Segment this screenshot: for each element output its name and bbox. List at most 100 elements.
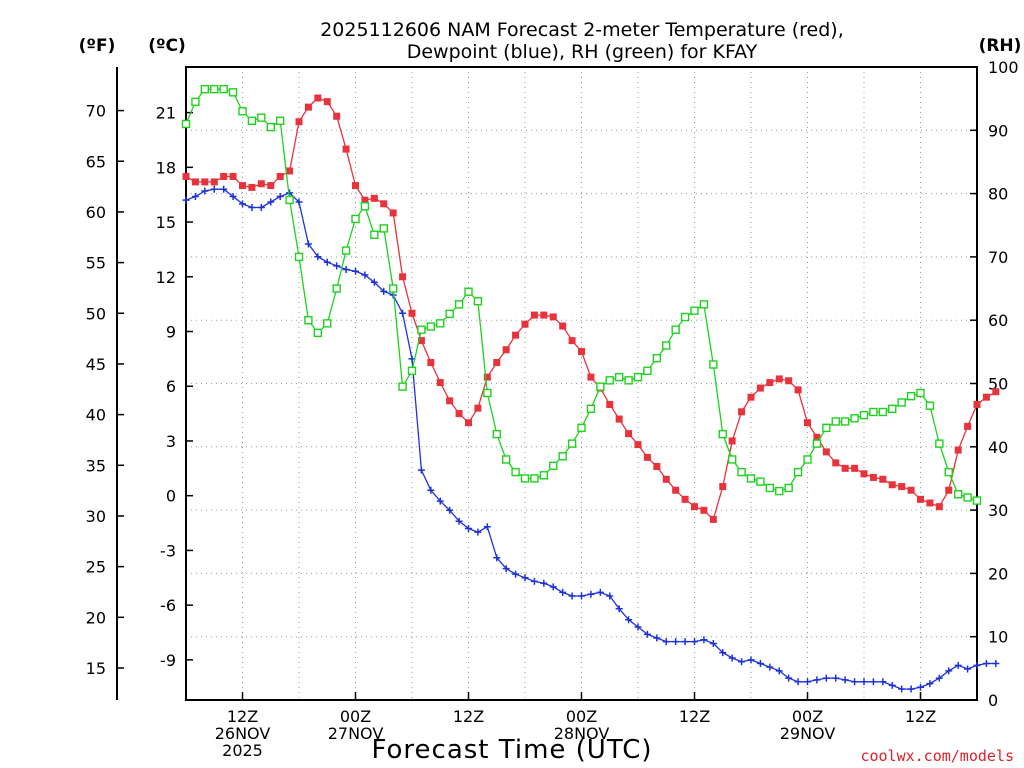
temperature-point xyxy=(719,483,727,491)
rh-point xyxy=(586,404,596,414)
dewpoint-point xyxy=(530,577,538,585)
rh-point xyxy=(426,322,436,331)
dewpoint-point xyxy=(587,590,595,598)
dewpoint-point xyxy=(512,570,520,578)
rh-point xyxy=(662,341,671,350)
celsius-tick-label: 21 xyxy=(156,104,176,123)
temperature-point xyxy=(399,273,407,281)
rh-point xyxy=(737,467,746,477)
fahrenheit-tick-label: 70 xyxy=(86,102,106,121)
dewpoint-point xyxy=(794,678,802,686)
rh-point xyxy=(869,407,878,417)
temperature-point xyxy=(672,486,680,494)
dewpoint-point xyxy=(954,661,962,669)
rh-point xyxy=(332,284,341,293)
rh-point xyxy=(294,252,304,262)
dewpoint-point xyxy=(851,678,859,686)
rh-point xyxy=(181,119,191,129)
x-tick-label: 00Z xyxy=(566,707,597,726)
rh-tick-label: 20 xyxy=(988,564,1008,583)
rh-tick-label: 10 xyxy=(988,628,1008,647)
x-tick-label: 12Z xyxy=(679,707,710,726)
rh-tick-label: 0 xyxy=(988,691,998,710)
fahrenheit-tick-label: 15 xyxy=(86,659,106,678)
temperature-point xyxy=(709,515,717,523)
celsius-tick-label: -3 xyxy=(160,541,176,560)
rh-point xyxy=(464,287,473,296)
celsius-tick-label: 18 xyxy=(156,158,176,177)
rh-series xyxy=(181,84,982,505)
temperature-point xyxy=(926,499,934,507)
temperature-point xyxy=(521,320,529,328)
rh-point xyxy=(944,467,953,477)
temperature-point xyxy=(841,464,849,472)
dewpoint-point xyxy=(436,497,444,505)
credit-text: coolwx.com/models xyxy=(860,747,1014,765)
dewpoint-point xyxy=(738,658,746,666)
rh-point xyxy=(436,319,445,328)
temperature-point xyxy=(832,459,840,467)
temperature-point xyxy=(304,103,312,111)
fahrenheit-tick-label: 25 xyxy=(86,558,106,577)
rh-point xyxy=(690,306,699,315)
rh-point xyxy=(417,325,426,334)
temperature-point xyxy=(653,463,661,471)
dewpoint-point xyxy=(860,678,868,686)
temperature-point xyxy=(389,209,397,217)
dewpoint-point xyxy=(813,676,821,684)
celsius-tick-label: -6 xyxy=(160,596,176,615)
rh-point xyxy=(577,423,586,433)
dewpoint-point xyxy=(935,674,943,682)
chart-title-line-2: Dewpoint (blue), RH (green) for KFAY xyxy=(407,41,758,63)
rh-tick-label: 90 xyxy=(988,121,1008,140)
celsius-unit-label: (ºC) xyxy=(148,36,186,56)
rh-point xyxy=(775,486,784,496)
rh-point xyxy=(793,467,803,477)
rh-point xyxy=(972,496,982,505)
rh-point xyxy=(210,84,219,94)
x-tick-label: 29NOV xyxy=(780,724,836,743)
temperature-point xyxy=(408,309,416,317)
rh-point xyxy=(257,113,266,122)
rh-point xyxy=(379,224,388,233)
rh-point xyxy=(596,382,605,391)
temperature-point xyxy=(907,486,915,494)
dewpoint-point xyxy=(455,517,463,525)
rh-point xyxy=(784,483,793,493)
dewpoint-point xyxy=(643,630,651,638)
rh-point xyxy=(388,284,398,293)
dewpoint-point xyxy=(973,661,981,669)
gridlines xyxy=(186,67,977,700)
dewpoint-point xyxy=(775,667,783,675)
rh-tick-label: 70 xyxy=(988,248,1008,267)
dewpoint-point xyxy=(822,674,830,682)
fahrenheit-tick-label: 50 xyxy=(86,304,106,323)
temperature-point xyxy=(286,167,294,175)
rh-point xyxy=(822,423,831,433)
rh-point xyxy=(285,195,294,205)
dewpoint-point xyxy=(917,683,924,691)
rh-point xyxy=(850,414,859,423)
rh-point xyxy=(680,312,690,322)
temperature-point xyxy=(333,112,341,120)
dewpoint-point xyxy=(182,196,190,204)
dewpoint-point xyxy=(926,680,934,688)
rh-point xyxy=(925,401,935,410)
fahrenheit-tick-label: 35 xyxy=(86,456,106,475)
rh-point xyxy=(624,376,633,385)
dewpoint-point xyxy=(257,203,265,211)
rh-point xyxy=(520,474,530,483)
x-tick-label: 2025 xyxy=(222,741,263,760)
rh-point xyxy=(266,122,275,132)
temperature-point xyxy=(681,495,689,503)
x-tick-label: 26NOV xyxy=(215,724,271,743)
dewpoint-point xyxy=(691,638,698,646)
rh-point xyxy=(304,316,313,325)
temperature-point xyxy=(267,182,275,190)
temperature-point xyxy=(860,470,868,478)
rh-point xyxy=(756,477,765,486)
fahrenheit-tick-label: 30 xyxy=(86,507,106,526)
rh-point xyxy=(530,474,539,483)
rh-point xyxy=(605,376,614,385)
x-tick-label: 27NOV xyxy=(328,724,384,743)
